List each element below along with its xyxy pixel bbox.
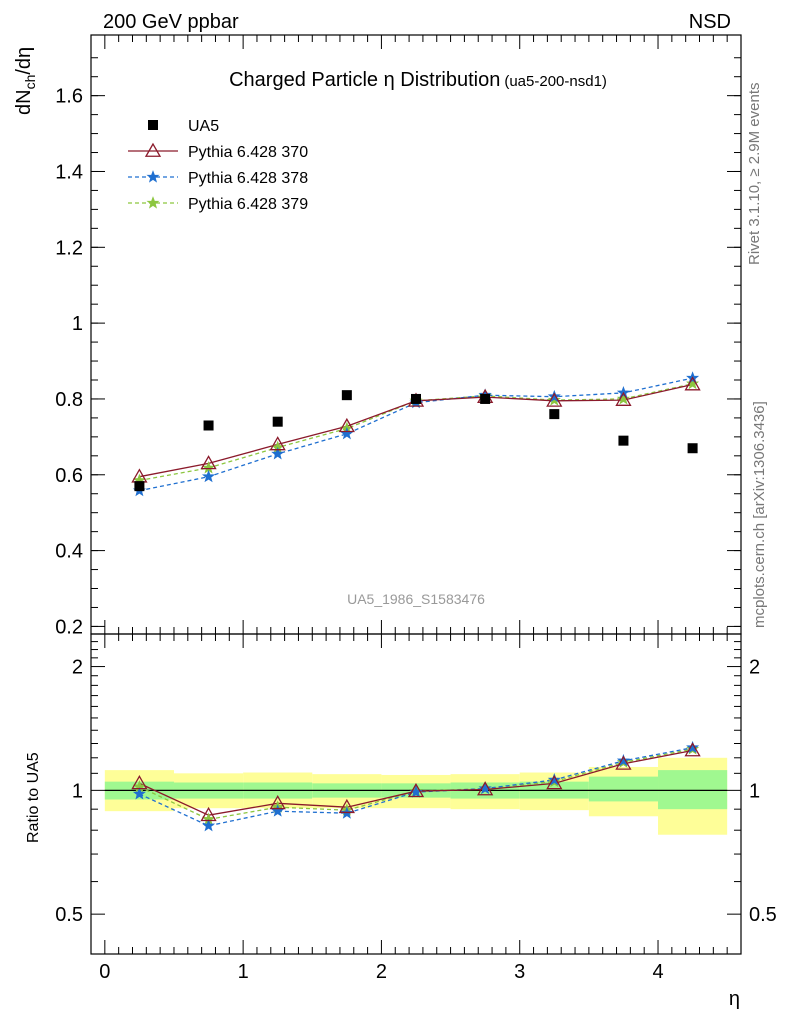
y-tick-label: 0.8 xyxy=(55,389,83,411)
y-tick-label: 1 xyxy=(72,780,83,802)
y-tick-label: 0.5 xyxy=(749,904,777,926)
data-point xyxy=(134,481,145,492)
data-point xyxy=(480,393,491,404)
main-y-label-sub: ch xyxy=(22,75,38,90)
y-tick-label: 0.6 xyxy=(55,465,83,487)
data-point xyxy=(272,416,283,427)
y-tick-label: 2 xyxy=(749,657,760,679)
main-panel: 0.2 0.4 0.6 0.8 1 1.2 1.4 1.6 Charged Particle … xyxy=(13,34,742,638)
series-point xyxy=(686,376,700,390)
data-point xyxy=(618,435,629,446)
ratio-point xyxy=(407,782,425,798)
ratio-point xyxy=(201,818,216,832)
ratio-point xyxy=(271,804,285,817)
ratio-y-label: Ratio to UA5 xyxy=(25,752,42,843)
series-point xyxy=(547,389,561,403)
y-tick-label: 1 xyxy=(72,313,83,335)
header-right: NSD xyxy=(689,11,731,33)
ratio-x-axis: 0 1 2 3 4 xyxy=(99,634,728,983)
legend-item: Pythia 6.428 370 xyxy=(128,142,308,161)
series-point xyxy=(340,426,354,440)
series-point xyxy=(271,447,285,460)
legend-marker xyxy=(146,170,160,183)
series-point xyxy=(201,469,216,483)
y-tick-label: 1.2 xyxy=(55,237,83,259)
x-tick-label: 1 xyxy=(238,961,249,983)
legend-item: UA5 xyxy=(148,118,219,135)
legend-label: Pythia 6.428 379 xyxy=(188,196,308,213)
data-point xyxy=(687,443,698,454)
ratio-panel: 0.5 0.5 1 1 2 2 0 1 2 3 4 Ratio to UA5 η xyxy=(25,633,777,1010)
ratio-point xyxy=(131,775,148,790)
data-point xyxy=(411,393,421,404)
legend-label: UA5 xyxy=(188,118,219,135)
ratio-point xyxy=(686,740,700,754)
x-axis-label: η xyxy=(729,988,740,1010)
y-tick-label: 2 xyxy=(72,657,83,679)
main-y-axis: 0.2 0.4 0.6 0.8 1 1.2 1.4 1.6 xyxy=(55,57,741,638)
y-tick-label: 1.4 xyxy=(55,161,83,183)
series-point xyxy=(200,455,217,470)
mcplots-label: mcplots.cern.ch [arXiv:1306.3436] xyxy=(751,401,768,628)
ratio-point xyxy=(546,775,563,790)
legend-marker xyxy=(146,196,160,209)
main-title-text: Charged Particle η Distribution xyxy=(229,69,500,91)
stat-uncertainty-band xyxy=(658,770,728,810)
y-tick-label: 0.4 xyxy=(55,541,83,563)
series-point xyxy=(684,376,701,391)
ratio-point xyxy=(478,781,492,795)
ratio-point xyxy=(338,798,355,814)
ratio-frame xyxy=(90,633,742,955)
rivet-label: Rivet 3.1.10, ≥ 2.9M events xyxy=(746,83,763,266)
legend-label: Pythia 6.428 378 xyxy=(188,170,308,187)
ratio-point xyxy=(615,755,632,770)
stat-uncertainty-band xyxy=(588,776,659,802)
series-point xyxy=(615,391,632,406)
ratio-point xyxy=(684,742,701,757)
x-tick-label: 0 xyxy=(99,961,110,983)
y-tick-label: 1 xyxy=(749,780,760,802)
ratio-y-axis: 0.5 0.5 1 1 2 2 xyxy=(55,641,777,926)
ratio-point xyxy=(477,781,494,796)
ratio-point xyxy=(200,806,217,822)
legend-item: Pythia 6.428 379 xyxy=(128,196,308,213)
x-tick-label: 2 xyxy=(376,961,387,983)
main-title-sub: (ua5-200-nsd1) xyxy=(504,73,607,90)
ratio-point xyxy=(409,785,423,798)
main-y-label-tail: /dη xyxy=(13,47,35,75)
y-tick-label: 0.5 xyxy=(55,904,83,926)
x-tick-label: 4 xyxy=(652,961,663,983)
legend-item: Pythia 6.428 378 xyxy=(128,170,308,187)
y-tick-label: 1.6 xyxy=(55,86,83,108)
main-title: Charged Particle η Distribution (ua5-200-… xyxy=(229,69,607,91)
data-point xyxy=(203,420,214,431)
data-point xyxy=(341,390,352,401)
header-left: 200 GeV ppbar xyxy=(103,11,239,33)
series-point xyxy=(338,417,355,433)
series-point xyxy=(269,436,286,451)
ratio-point xyxy=(616,753,631,767)
series-point xyxy=(546,392,563,407)
legend: UA5 Pythia 6.428 370 Pythia 6.428 378 Pythi… xyxy=(128,118,308,213)
y-tick-label: 0.2 xyxy=(55,616,83,638)
legend-label: Pythia 6.428 370 xyxy=(188,144,308,161)
main-y-label-main: dN xyxy=(13,89,35,115)
main-y-label: dNch/dη xyxy=(13,47,38,115)
legend-marker xyxy=(148,120,158,130)
main-plot-area xyxy=(131,371,701,497)
watermark: UA5_1986_S1583476 xyxy=(347,591,485,607)
x-tick-label: 3 xyxy=(514,961,525,983)
ratio-point xyxy=(269,795,286,810)
series-line xyxy=(139,377,693,492)
ratio-point xyxy=(132,787,146,800)
main-x-ticks xyxy=(104,35,728,634)
series-point xyxy=(616,392,631,405)
ratio-point xyxy=(547,773,561,786)
ratio-plot-area xyxy=(104,740,728,835)
data-point xyxy=(549,409,560,420)
legend-marker xyxy=(144,142,162,157)
